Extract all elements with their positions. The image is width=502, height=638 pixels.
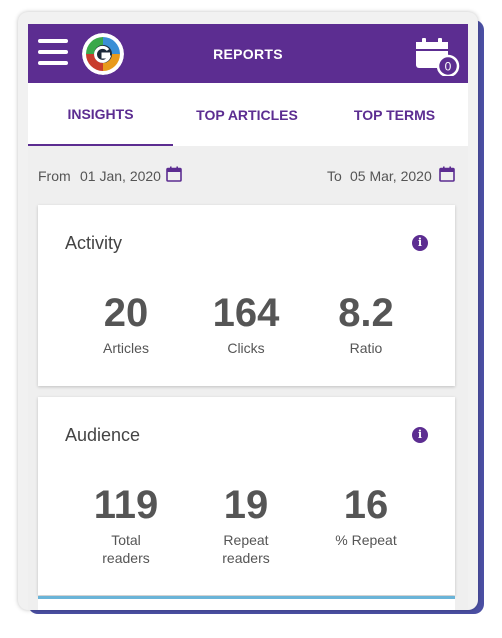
stat-value: 16: [343, 483, 389, 527]
stat-percent-repeat: 16 % Repeat: [306, 483, 426, 549]
stat-value: 164: [212, 291, 280, 335]
stat-articles: 20 Articles: [66, 291, 186, 357]
stat-value: 8.2: [338, 291, 394, 335]
next-card-partial: [38, 596, 455, 610]
date-range: From 01 Jan, 2020 To 05 Mar, 2020: [28, 146, 468, 204]
activity-card: Activity i 20 Articles 164 Clicks 8.2 Ra…: [38, 205, 455, 386]
from-label: From: [38, 168, 71, 184]
stat-label: Repeat readers: [222, 532, 270, 566]
stat-total-readers: 119 Total readers: [66, 483, 186, 567]
stat-label: Ratio: [349, 340, 383, 356]
stat-label: Articles: [103, 340, 149, 356]
calendar-icon[interactable]: [439, 166, 455, 182]
stat-repeat-readers: 19 Repeat readers: [186, 483, 306, 567]
stat-ratio: 8.2 Ratio: [306, 291, 426, 357]
to-label: To: [327, 168, 342, 184]
tab-bar: INSIGHTS TOP ARTICLES TOP TERMS: [28, 83, 468, 146]
stat-value: 19: [223, 483, 269, 527]
app-logo: [82, 33, 124, 75]
info-icon[interactable]: i: [412, 427, 428, 443]
calendar-badge: 0: [445, 60, 452, 74]
stat-clicks: 164 Clicks: [186, 291, 306, 357]
calendar-icon[interactable]: [166, 166, 182, 182]
info-icon[interactable]: i: [412, 235, 428, 251]
audience-card: Audience i 119 Total readers 19 Repeat r…: [38, 397, 455, 595]
tab-insights[interactable]: INSIGHTS: [28, 83, 173, 146]
audience-title: Audience: [65, 425, 141, 445]
app-header: REPORTS 0: [28, 24, 468, 83]
stat-label: Clicks: [227, 340, 265, 356]
from-date[interactable]: 01 Jan, 2020: [80, 168, 161, 184]
device-frame: REPORTS 0 INSIGHTS TOP ARTICLES TOP TERM…: [18, 12, 478, 610]
app-screen: REPORTS 0 INSIGHTS TOP ARTICLES TOP TERM…: [28, 24, 468, 610]
activity-title: Activity: [65, 233, 123, 253]
to-date[interactable]: 05 Mar, 2020: [350, 168, 432, 184]
hamburger-icon[interactable]: [38, 39, 68, 65]
page-title: REPORTS: [213, 46, 283, 62]
stat-label: % Repeat: [335, 532, 397, 548]
calendar-icon[interactable]: 0: [414, 36, 462, 76]
tab-top-articles[interactable]: TOP ARTICLES: [196, 106, 298, 123]
stat-value: 20: [103, 291, 149, 335]
tab-top-terms[interactable]: TOP TERMS: [353, 106, 436, 123]
stat-label: Total readers: [102, 532, 150, 566]
stat-value: 119: [93, 483, 159, 527]
